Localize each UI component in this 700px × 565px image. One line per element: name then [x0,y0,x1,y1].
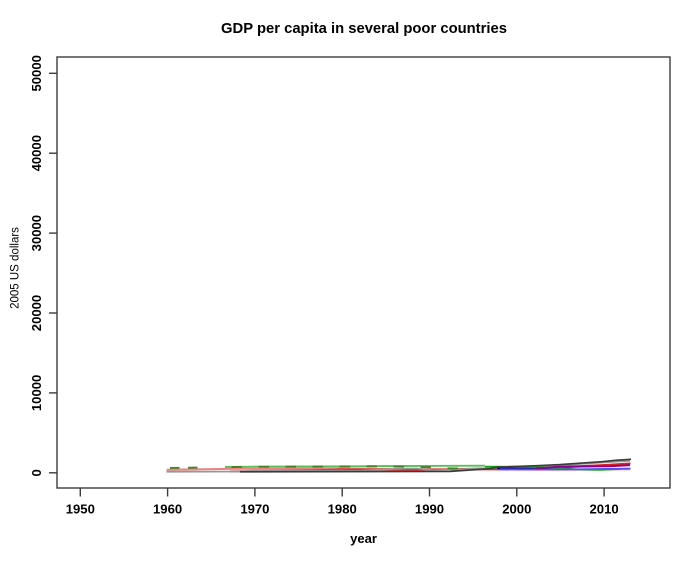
svg-text:30000: 30000 [29,215,44,251]
svg-text:0: 0 [29,469,44,476]
svg-text:40000: 40000 [29,135,44,171]
svg-text:50000: 50000 [29,55,44,91]
svg-text:10000: 10000 [29,375,44,411]
svg-text:2005 US dollars: 2005 US dollars [10,227,22,309]
svg-text:1980: 1980 [328,502,357,517]
svg-text:2000: 2000 [502,502,531,517]
svg-text:2010: 2010 [590,502,619,517]
svg-text:20000: 20000 [29,295,44,331]
svg-text:GDP per capita in several poor: GDP per capita in several poor countries [221,21,507,37]
svg-text:1950: 1950 [66,502,95,517]
svg-text:1960: 1960 [153,502,182,517]
svg-text:1990: 1990 [415,502,444,517]
svg-text:1970: 1970 [240,502,269,517]
svg-text:year: year [350,531,377,546]
